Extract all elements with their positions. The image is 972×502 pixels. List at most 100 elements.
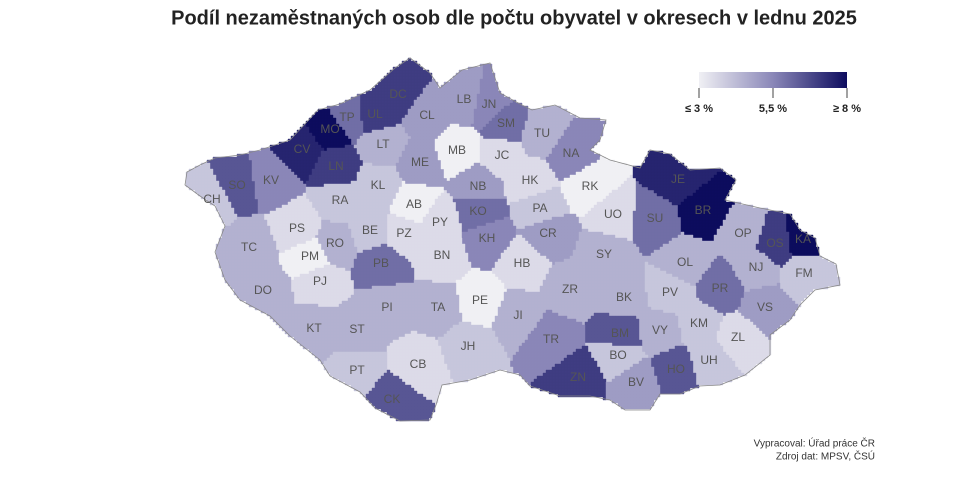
district-code: OP [734, 226, 751, 240]
district-code: FM [795, 266, 812, 280]
district-code: KV [263, 173, 279, 187]
district [491, 234, 553, 293]
district-code: JH [461, 339, 476, 353]
district-code: MO [320, 122, 339, 136]
district-code: PI [381, 300, 392, 314]
district-code: VY [652, 323, 668, 337]
legend: ≤ 3 % 5,5 % ≥ 8 % [685, 88, 861, 115]
district-code: CB [410, 357, 427, 371]
district-code: BO [609, 348, 626, 362]
district-code: LT [376, 137, 390, 151]
district [686, 339, 745, 386]
district-code: PS [289, 221, 305, 235]
district-code: RA [332, 193, 349, 207]
district [584, 312, 643, 347]
district-code: SM [497, 116, 515, 130]
district-code: CV [294, 142, 311, 156]
district [677, 171, 736, 242]
district [305, 108, 352, 152]
district-code: UO [604, 207, 622, 221]
district-code: PE [472, 293, 488, 307]
district-code: KM [690, 316, 708, 330]
district-code: UH [700, 353, 717, 367]
district-code: CK [384, 392, 401, 406]
district [455, 267, 508, 329]
district [389, 180, 445, 224]
district [386, 330, 454, 404]
district [437, 321, 514, 383]
district-code: RO [326, 236, 344, 250]
district [461, 216, 517, 272]
district [725, 249, 781, 293]
district [434, 123, 481, 182]
district-code: PY [432, 215, 448, 229]
district-code: TR [543, 332, 559, 346]
district-code: ZR [562, 282, 578, 296]
country-outline [184, 57, 841, 422]
district-code: PV [662, 285, 678, 299]
district [560, 156, 634, 218]
district [638, 306, 685, 359]
district-code: OS [766, 236, 783, 250]
district-code: BV [628, 375, 644, 389]
district-code: BR [695, 203, 712, 217]
district-code: PB [373, 256, 389, 270]
district [305, 180, 364, 224]
district-code: JC [495, 148, 510, 162]
district-code: AB [406, 197, 422, 211]
district-code: TA [431, 300, 445, 314]
district [650, 345, 700, 395]
district [677, 297, 724, 347]
district-code: TP [339, 110, 354, 124]
district [335, 294, 391, 353]
district [215, 213, 280, 281]
district [491, 288, 547, 362]
source-line: Vypracoval: Úřad práce ČR [754, 437, 875, 450]
district [290, 264, 355, 308]
district-code: VS [757, 300, 773, 314]
district [353, 123, 412, 167]
district-code: NJ [749, 260, 764, 274]
district [584, 342, 649, 383]
district-code: JN [482, 97, 497, 111]
district-code: KO [469, 204, 486, 218]
district [353, 282, 412, 344]
district-code: LB [457, 92, 472, 106]
district-code: CR [539, 226, 557, 240]
district-code: NB [470, 179, 487, 193]
legend-label: ≥ 8 % [833, 103, 861, 115]
district-code: HK [522, 173, 539, 187]
district-code: ME [411, 155, 429, 169]
district [185, 162, 238, 227]
legend-label: ≤ 3 % [685, 103, 713, 115]
district-code: UL [367, 107, 383, 121]
district [365, 369, 436, 422]
district-code: ST [349, 322, 365, 336]
district-code: KH [479, 231, 496, 245]
district [605, 357, 661, 410]
district [353, 162, 403, 212]
districts [185, 57, 841, 422]
district-code: ZL [731, 330, 745, 344]
district [509, 186, 571, 230]
district-code: HO [667, 362, 685, 376]
district-code: BK [616, 290, 632, 304]
district-code: SU [647, 211, 664, 225]
source-line: Zdroj dat: MPSV, ČSÚ [776, 450, 875, 463]
district [539, 255, 598, 326]
district [644, 231, 718, 287]
district-code: PZ [396, 226, 411, 240]
legend-bar [699, 72, 847, 88]
district-code: TC [241, 240, 257, 254]
district [452, 198, 511, 233]
district [503, 156, 562, 206]
district-code: CL [419, 108, 435, 122]
district-code: TU [534, 126, 550, 140]
district-code: LN [328, 159, 343, 173]
district-code: PR [712, 281, 729, 295]
district-code: JI [513, 308, 522, 322]
district [278, 303, 337, 365]
district [386, 213, 427, 263]
